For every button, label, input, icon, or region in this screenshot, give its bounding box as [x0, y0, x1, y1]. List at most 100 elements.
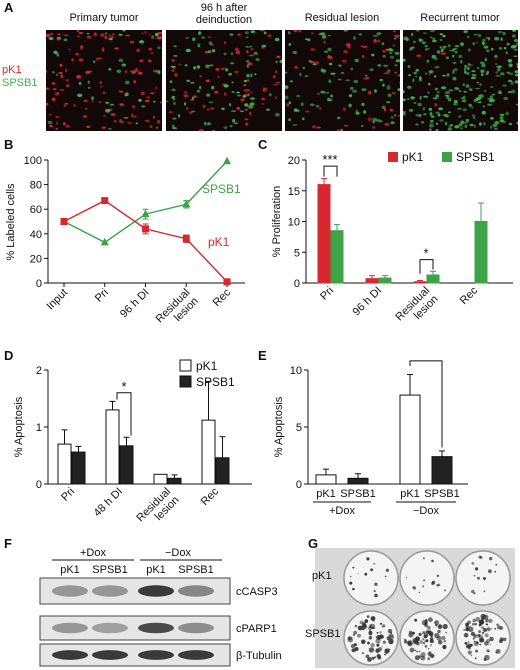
cell-dot [150, 51, 154, 54]
cell-dot [408, 74, 412, 77]
cell-dot [104, 32, 108, 35]
blot-band [92, 622, 128, 634]
cell-dot [139, 40, 145, 44]
channel-label-spsb1: SPSB1 [2, 77, 38, 89]
cell-dot [494, 36, 500, 41]
cell-dot [206, 108, 211, 111]
colony [424, 640, 426, 642]
bar [399, 394, 421, 485]
cell-dot [205, 79, 210, 82]
blot-band [92, 585, 128, 597]
cell-dot [172, 124, 175, 128]
cell-dot [367, 117, 372, 121]
bar-SPSB1 [167, 477, 182, 485]
cell-dot [274, 37, 280, 42]
legend-label-SPSB1: SPSB1 [196, 375, 235, 389]
cell-dot [64, 102, 69, 105]
x-tick-label: 96 h DI [118, 287, 152, 321]
colony [349, 581, 353, 585]
bar-pK1 [201, 419, 216, 485]
cell-dot [108, 127, 112, 130]
cell-dot [156, 36, 160, 40]
cell-dot [225, 68, 229, 72]
cell-dot [253, 51, 258, 55]
colony [412, 631, 415, 635]
cell-dot [377, 64, 382, 67]
cell-dot [201, 36, 205, 39]
cell-dot [394, 114, 397, 117]
cell-dot [328, 62, 333, 66]
data-point [60, 218, 68, 225]
cell-dot [239, 110, 245, 113]
cell-dot [141, 105, 146, 108]
cell-dot [452, 61, 457, 65]
cell-dot [434, 75, 437, 78]
colony [472, 637, 475, 640]
cell-dot [109, 103, 115, 106]
bar-pK1 [57, 443, 72, 485]
significance-bracket [409, 360, 443, 448]
significance-bracket [323, 165, 338, 177]
cell-dot [463, 90, 467, 93]
cell-dot [47, 120, 53, 125]
colony [367, 641, 370, 645]
cell-dot [203, 121, 207, 126]
cell-dot [244, 118, 249, 121]
micrograph-title-recurrent: Recurrent tumor [420, 12, 500, 24]
colony [465, 627, 470, 632]
cell-dot [108, 34, 111, 38]
cell-dot [245, 60, 250, 63]
cell-dot [439, 119, 444, 122]
cell-dot [446, 73, 450, 77]
colony [377, 647, 383, 652]
cell-dot [340, 128, 344, 131]
colony [374, 582, 378, 586]
cell-dot [261, 47, 265, 49]
colony [437, 629, 441, 634]
cell-dot [205, 64, 210, 69]
cell-dot [416, 54, 422, 58]
cell-dot [497, 30, 503, 34]
cell-dot [353, 36, 356, 40]
cell-dot [166, 100, 169, 103]
cell-dot [247, 93, 250, 97]
cell-dot [323, 40, 326, 44]
cell-dot [328, 79, 332, 83]
cell-dot [46, 33, 51, 37]
significance-bracket [419, 259, 434, 274]
colony [485, 623, 488, 626]
cell-dot [254, 73, 257, 76]
x-tick-label: pK1 [316, 488, 336, 500]
cell-dot [423, 95, 428, 98]
colony [418, 591, 421, 594]
cell-dot [452, 70, 455, 74]
cell-dot [154, 32, 159, 37]
cell-dot [354, 58, 359, 63]
channel-label-pk1: pK1 [2, 64, 22, 76]
data-point [223, 156, 231, 165]
cell-dot [197, 44, 201, 48]
cell-dot [431, 54, 436, 59]
cell-dot [96, 57, 102, 60]
cell-dot [228, 103, 232, 107]
colony [373, 620, 375, 622]
colony [473, 640, 476, 642]
cell-dot [445, 97, 449, 100]
cell-dot [210, 107, 215, 110]
cell-dot [464, 64, 467, 68]
cell-dot [316, 126, 321, 129]
cell-dot [247, 62, 253, 66]
cell-dot [133, 80, 137, 84]
cell-dot [56, 121, 59, 125]
cell-dot [465, 118, 470, 122]
cell-dot [473, 124, 476, 128]
cell-dot [372, 117, 378, 122]
colony [365, 654, 370, 659]
cell-dot [419, 97, 422, 100]
cell-dot [249, 111, 252, 116]
cell-dot [262, 87, 268, 91]
cell-dot [386, 101, 391, 104]
cell-dot [93, 60, 96, 63]
cell-dot [457, 108, 462, 110]
cell-dot [505, 51, 508, 55]
